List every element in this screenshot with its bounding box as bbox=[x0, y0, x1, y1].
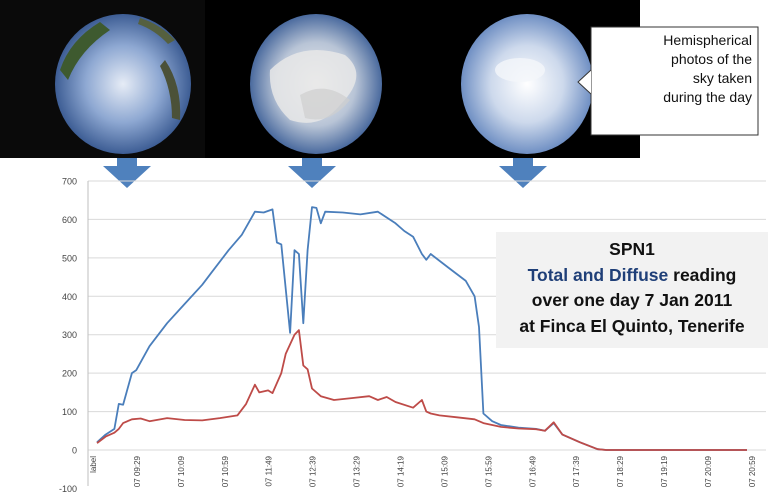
x-tick-4: 07 11:49 bbox=[265, 455, 274, 486]
title-highlight: Total and Diffuse bbox=[527, 264, 669, 285]
title-line-2: Total and Diffuse reading bbox=[496, 263, 768, 289]
title-line-1: SPN1 bbox=[609, 239, 655, 259]
photos-callout: Hemispherical photos of the sky taken du… bbox=[598, 31, 752, 132]
y-tick-labels: -100 0 100 200 300 400 500 600 700 bbox=[59, 177, 77, 494]
series-line-diffuse bbox=[96, 329, 747, 451]
sky-photo-strip bbox=[0, 0, 759, 158]
down-arrow-1 bbox=[103, 158, 151, 188]
y-tick-300: 300 bbox=[62, 330, 77, 340]
x-tick-2: 07 10:09 bbox=[177, 455, 186, 487]
callout-line-4: during the day bbox=[663, 89, 752, 105]
title-line-3: over one day 7 Jan 2011 bbox=[531, 290, 733, 310]
callout-box bbox=[590, 26, 759, 136]
x-tick-10: 07 16:49 bbox=[528, 455, 537, 487]
title-line-2-rest: reading bbox=[668, 264, 737, 285]
arrows-layer bbox=[103, 158, 547, 188]
y-tick-700: 700 bbox=[62, 177, 77, 187]
y-tick--100: -100 bbox=[59, 484, 77, 494]
callout-line-2: photos of the bbox=[671, 51, 752, 67]
x-tick-labels: label 07 09:29 07 10:09 07 10:59 07 11:49 07 … bbox=[89, 455, 757, 487]
title-line-4: at Finca El Quinto, Tenerife bbox=[519, 315, 745, 336]
x-tick-9: 07 15:59 bbox=[484, 455, 493, 487]
series-layer bbox=[96, 206, 747, 451]
x-tick-15: 07 20:59 bbox=[748, 455, 757, 487]
x-tick-12: 07 18:29 bbox=[616, 455, 625, 487]
x-tick-8: 07 15:09 bbox=[440, 455, 449, 487]
x-tick-7: 07 14:19 bbox=[397, 455, 406, 487]
x-tick-14: 07 20:09 bbox=[704, 455, 713, 487]
y-tick-600: 600 bbox=[62, 215, 77, 225]
x-tick-5: 07 12:39 bbox=[309, 455, 318, 487]
chart-title-box: SPN1 Total and Diffuse reading over one … bbox=[496, 232, 768, 348]
x-tick-13: 07 19:19 bbox=[660, 455, 669, 487]
callout-line-1: Hemispherical bbox=[663, 32, 752, 48]
y-tick-400: 400 bbox=[62, 292, 77, 302]
down-arrow-2 bbox=[288, 158, 336, 188]
callout-line-3: sky taken bbox=[692, 70, 752, 86]
y-tick-0: 0 bbox=[72, 446, 77, 456]
x-tick-3: 07 10:59 bbox=[221, 455, 230, 487]
x-tick-0: label bbox=[89, 456, 98, 473]
fisheye-photo-2 bbox=[250, 14, 382, 154]
down-arrow-3 bbox=[499, 158, 547, 188]
x-tick-11: 07 17:39 bbox=[572, 455, 581, 487]
y-tick-200: 200 bbox=[62, 369, 77, 379]
fisheye-photo-1 bbox=[55, 14, 191, 154]
y-tick-500: 500 bbox=[62, 253, 77, 263]
x-tick-6: 07 13:29 bbox=[353, 455, 362, 487]
callout-pointer bbox=[577, 69, 592, 95]
y-tick-100: 100 bbox=[62, 407, 77, 417]
fisheye-photo-3 bbox=[461, 14, 593, 154]
x-tick-1: 07 09:29 bbox=[133, 455, 142, 487]
